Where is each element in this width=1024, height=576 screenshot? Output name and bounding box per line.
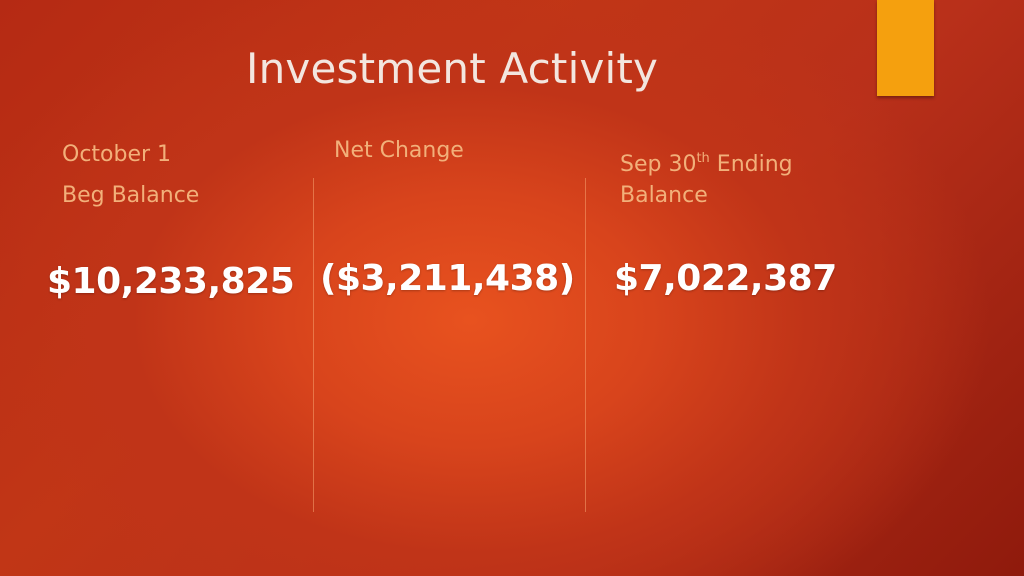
col3-label-line2: Balance: [620, 183, 708, 208]
divider-left: [313, 178, 314, 512]
col1-label-line2: Beg Balance: [62, 183, 200, 208]
col1-label-line1: October 1: [62, 142, 172, 167]
col2-label: Net Change: [334, 138, 464, 163]
accent-bar: [877, 0, 934, 96]
col3-label-suffix: Ending: [709, 152, 793, 177]
col3-label-superscript: th: [696, 151, 710, 166]
divider-right: [585, 178, 586, 512]
net-change-amount: ($3,211,438): [320, 258, 575, 299]
col3-label-line1: Sep 30th Ending: [620, 151, 793, 177]
beginning-balance-amount: $10,233,825: [47, 261, 295, 302]
ending-balance-amount: $7,022,387: [614, 258, 837, 299]
slide-title: Investment Activity: [246, 44, 659, 93]
col3-label-prefix: Sep 30: [620, 152, 697, 177]
